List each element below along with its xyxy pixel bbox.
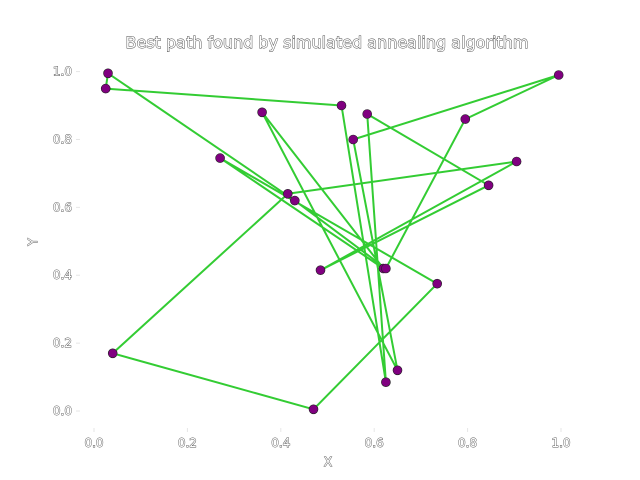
x-tick-label: 0.2 [178,436,197,450]
city-point [103,68,113,79]
chart-title: Best path found by simulated annealing a… [126,33,529,52]
city-point [100,83,111,94]
y-tick-label: 0.4 [53,268,72,282]
axis-ticks: 0.0 0.2 0.4 0.6 0.8 1.0 0.0 0.2 0.4 0.6 0.8 1.0 [52,64,571,450]
city-point [432,278,443,289]
city-point [483,180,494,191]
city-point [282,189,293,199]
x-tick-label: 0.8 [458,436,477,450]
x-tick-label: 0.4 [271,436,290,450]
city-point [308,404,319,415]
x-tick-label: 0.6 [365,436,384,450]
city-point [107,348,118,359]
city-point [381,377,391,388]
city-point [315,265,326,276]
city-point [257,107,267,118]
x-tick-label: 0.0 [84,436,103,450]
city-point [553,70,564,80]
y-tick-label: 0.2 [53,336,72,350]
city-point [336,100,347,111]
y-tick-label: 0.8 [53,132,72,146]
y-tick-label: 0.0 [53,404,72,418]
city-point [392,365,403,376]
city-point [381,263,391,274]
plot-area [100,68,564,415]
x-axis-label: X [324,455,332,469]
city-point [289,195,300,206]
x-tick-label: 1.0 [551,436,570,450]
y-tick-label: 0.6 [53,200,72,214]
city-point [460,114,471,124]
y-axis-label: Y [26,238,40,247]
city-point [215,153,225,163]
y-tick-label: 1.0 [53,65,72,79]
city-point [511,156,522,167]
city-point [348,134,359,145]
path-line [104,72,560,411]
city-point [362,109,373,119]
